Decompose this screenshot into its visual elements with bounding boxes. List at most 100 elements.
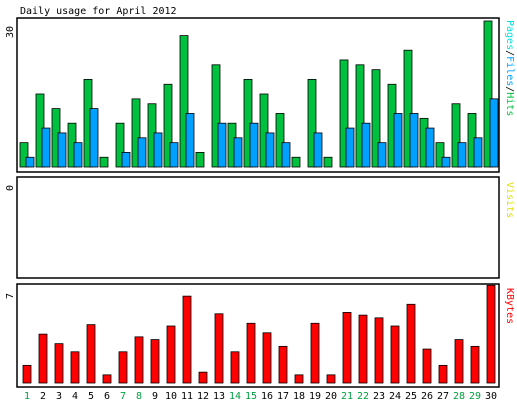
hits-legend-label: Hits [504, 92, 515, 116]
pages-legend-label: Pages [504, 20, 515, 50]
kbytes-bar [342, 312, 352, 384]
files-bar [409, 113, 419, 168]
files-bar [121, 151, 131, 168]
files-bar [361, 122, 371, 168]
kbytes-y-max-label: 7 [5, 293, 16, 299]
day-label: 12 [197, 391, 209, 402]
files-bar [185, 113, 195, 168]
visits-legend-label: Visits [504, 182, 515, 218]
kbytes-bar [278, 345, 288, 384]
kbytes-bar [38, 333, 48, 384]
kbytes-bar [118, 351, 128, 384]
chart-title: Daily usage for April 2012 [20, 6, 177, 17]
kbytes-bar [454, 339, 464, 384]
hits-bar [275, 113, 285, 168]
files-bar [489, 98, 499, 168]
kbytes-bar [422, 348, 432, 384]
hits-bar [323, 156, 333, 168]
day-label: 7 [120, 391, 126, 402]
kbytes-bar [246, 322, 256, 384]
hits-bar [371, 69, 381, 168]
day-label: 8 [136, 391, 142, 402]
kbytes-bar [438, 364, 448, 384]
day-label: 20 [325, 391, 337, 402]
kbytes-bar [262, 332, 272, 384]
hits-bar [307, 79, 317, 168]
day-label: 27 [437, 391, 449, 402]
day-label: 24 [389, 391, 401, 402]
files-bar [249, 122, 259, 168]
kbytes-bar [326, 374, 336, 384]
kbytes-bar [182, 295, 192, 384]
day-label: 17 [277, 391, 289, 402]
hits-bar [195, 151, 205, 168]
files-bar [169, 142, 179, 168]
day-label: 30 [485, 391, 497, 402]
day-label: 18 [293, 391, 305, 402]
files-bar [73, 142, 83, 168]
day-label: 16 [261, 391, 273, 402]
files-bar [441, 156, 451, 168]
hits-bar [163, 83, 173, 168]
day-label: 13 [213, 391, 225, 402]
day-label: 15 [245, 391, 257, 402]
hits-bar [99, 156, 109, 168]
files-bar [425, 127, 435, 168]
hits-y-max-label: 30 [5, 26, 16, 38]
hits-bar [339, 59, 349, 168]
files-bar [457, 142, 467, 168]
files-bar [377, 142, 387, 168]
kbytes-bar [470, 345, 480, 384]
day-label: 5 [88, 391, 94, 402]
files-bar [89, 108, 99, 168]
kbytes-bar [374, 317, 384, 384]
kbytes-bar [70, 351, 80, 384]
day-label: 9 [152, 391, 158, 402]
files-bar [25, 156, 35, 168]
day-labels: 1 2 3 4 5 6 7 8 9 10 11 12 13 14 15 16 17 18 19 20 21 22 23 24 2… [24, 391, 497, 402]
kbytes-bar [166, 325, 176, 384]
visits-panel: 0 Visits [5, 182, 515, 218]
hits-bar [435, 142, 445, 168]
kbytes-bar [150, 339, 160, 384]
files-legend-label: Files [504, 56, 515, 86]
kbytes-bar [102, 374, 112, 384]
files-bar [473, 137, 483, 168]
files-bar [153, 132, 163, 168]
files-bar [217, 122, 227, 168]
day-label: 21 [341, 391, 353, 402]
hits-bar [451, 103, 461, 168]
legend-separator: / [504, 50, 515, 56]
hits-bar [483, 20, 493, 168]
kbytes-bar [486, 284, 496, 384]
day-label: 19 [309, 391, 321, 402]
kbytes-bar [390, 325, 400, 384]
day-label: 6 [104, 391, 110, 402]
hits-bar [291, 156, 301, 168]
kbytes-bar [310, 322, 320, 384]
hits-bar [115, 122, 125, 168]
files-bar [265, 132, 275, 168]
kbytes-panel-frame [16, 283, 500, 388]
legend-separator: / [504, 86, 515, 92]
visits-panel-frame [16, 176, 500, 279]
hits-bar [211, 64, 221, 168]
day-label: 2 [40, 391, 46, 402]
kbytes-bar [406, 303, 416, 384]
hits-bar [403, 49, 413, 168]
files-bar [345, 127, 355, 168]
kbytes-bar [198, 371, 208, 384]
files-bar [137, 137, 147, 168]
hits-bar [259, 93, 269, 168]
day-label: 22 [357, 391, 369, 402]
files-bar [57, 132, 67, 168]
hits-bar [179, 35, 189, 168]
hits-legend: Pages/Files/Hits [504, 20, 515, 116]
hits-bar [355, 64, 365, 168]
day-label: 3 [56, 391, 62, 402]
files-bar [313, 132, 323, 168]
files-bar [233, 137, 243, 168]
kbytes-bar [54, 343, 64, 384]
day-label: 26 [421, 391, 433, 402]
